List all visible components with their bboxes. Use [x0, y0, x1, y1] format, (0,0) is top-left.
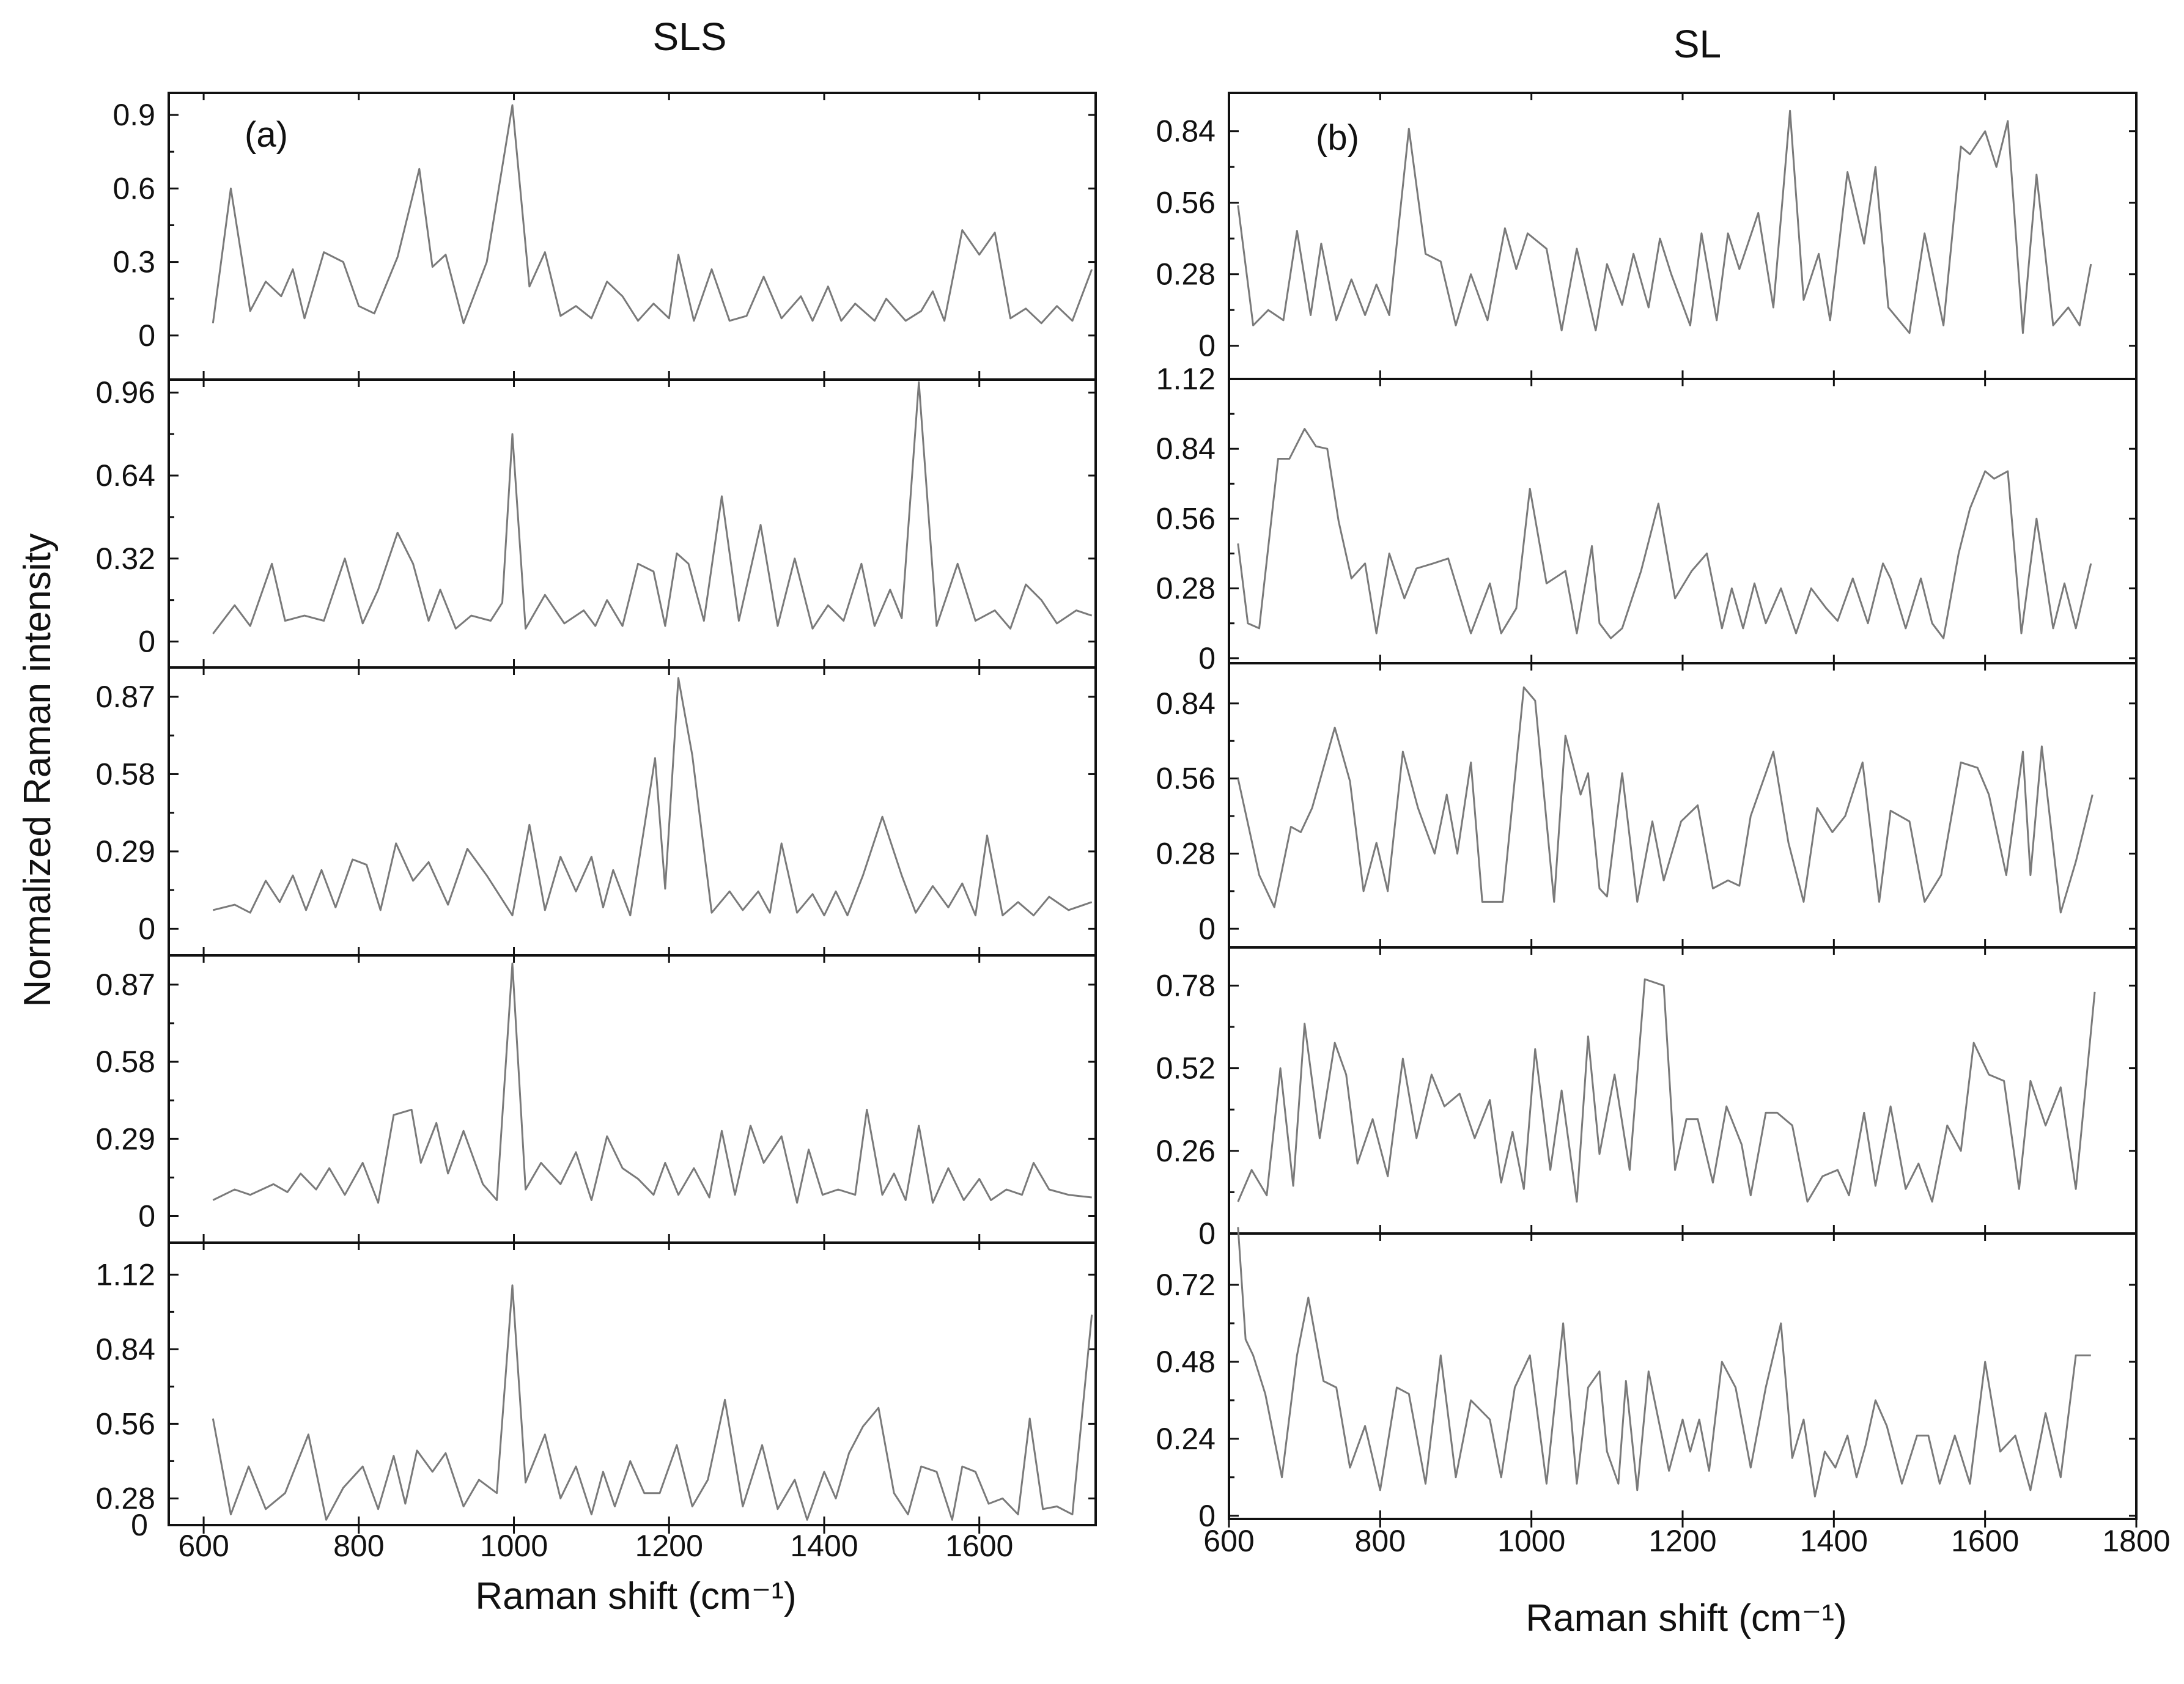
y-tick-label: 0 — [138, 1199, 155, 1233]
x-tick-label: 1600 — [1951, 1524, 2019, 1558]
y-axis-title: Normalized Raman intensity — [17, 533, 59, 1007]
panel-a-3: 0 0.29 0.58 0.87 — [96, 666, 1097, 957]
y-tick-label: 0.32 — [96, 542, 155, 576]
spectrum-line-b-2 — [1237, 428, 2092, 639]
y-tick-label: 0.52 — [1156, 1051, 1216, 1086]
panel-b-2: 0 0.28 0.56 0.84 1.12 — [1156, 362, 2138, 675]
y-tick-label: 0.96 — [96, 375, 155, 410]
spectrum-line-b-1 — [1237, 109, 2092, 334]
spectrum-line-a-2 — [212, 381, 1093, 634]
column-b-sl: SL (b) Raman shift (cm⁻¹) 00.280.560.840… — [1156, 22, 2171, 1639]
x-tick-label: 1000 — [480, 1529, 548, 1563]
panel-a-4: 0 0.29 0.58 0.87 — [96, 954, 1097, 1244]
panel-frame — [168, 378, 1097, 669]
panel-frame — [168, 666, 1097, 957]
y-tick-label: 0.28 — [1156, 572, 1216, 606]
y-tick-label: 0.84 — [1156, 114, 1216, 149]
y-tick-label: 0.9 — [113, 98, 155, 132]
y-tick-label: 0 — [1198, 1499, 1216, 1533]
y-tick-label: 0.72 — [1156, 1268, 1216, 1302]
spectrum-line-a-1 — [212, 104, 1093, 325]
x-axis-title-a: Raman shift (cm⁻¹) — [475, 1575, 796, 1617]
panel-frame — [1228, 662, 2138, 949]
column-title-sls: SLS — [653, 15, 727, 59]
x-tick-label: 1200 — [635, 1529, 703, 1563]
x-axis-title-b: Raman shift (cm⁻¹) — [1525, 1597, 1846, 1639]
panel-frame — [1228, 1232, 2138, 1520]
y-tick-label: 0 — [1198, 1216, 1216, 1251]
panel-frame — [168, 1241, 1097, 1526]
y-tick-label: 0.84 — [1156, 432, 1216, 466]
spectrum-line-b-5 — [1237, 1227, 2091, 1498]
spectrum-line-b-4 — [1237, 978, 2096, 1203]
y-tick-label: 0.78 — [1156, 968, 1216, 1002]
x-tick-label: 800 — [333, 1529, 384, 1563]
y-tick-label: 0.48 — [1156, 1345, 1216, 1379]
y-tick-label: 0 — [138, 625, 155, 659]
y-tick-label: 0 — [1198, 329, 1216, 363]
x-tick-label: 1800 — [2102, 1524, 2170, 1558]
y-tick-label: 0.3 — [113, 245, 155, 279]
y-tick-label: 1.12 — [1156, 362, 1216, 396]
y-tick-label: 0.28 — [1156, 257, 1216, 292]
y-tick-label: 0.29 — [96, 834, 155, 869]
y-tick-label: 0.84 — [96, 1332, 155, 1366]
x-tick-label: 1600 — [945, 1529, 1013, 1563]
panel-frame — [1228, 92, 2138, 380]
y-tick-label: 0.56 — [1156, 762, 1216, 796]
x-tick-label: 600 — [1203, 1524, 1254, 1558]
y-tick-label: 0.24 — [1156, 1422, 1216, 1456]
y-tick-label: 0.58 — [96, 757, 155, 791]
panel-a-2: 0 0.32 0.64 0.96 — [96, 375, 1097, 669]
x-tick-label: 1000 — [1497, 1524, 1565, 1558]
y-tick-label: 0.64 — [96, 458, 155, 493]
y-tick-label: 0.56 — [96, 1406, 155, 1441]
x-tick-label: 800 — [1355, 1524, 1406, 1558]
y-tick-label: 0.28 — [96, 1481, 155, 1515]
panel-frame — [168, 92, 1097, 381]
column-title-sl: SL — [1673, 22, 1721, 66]
y-tick-label: 0 — [138, 318, 155, 353]
x-tick-label: 600 — [178, 1529, 229, 1563]
spectrum-line-a-3 — [212, 677, 1093, 917]
x-tick-label: 1400 — [1800, 1524, 1868, 1558]
spectrum-line-a-4 — [212, 962, 1092, 1204]
y-tick-label: 0 — [1198, 911, 1216, 946]
panel-b-5: 0 0.24 0.48 0.72 — [1156, 1227, 2138, 1533]
column-a-sls: SLS (a) Raman shift (cm⁻¹) Normalized Ra… — [17, 15, 1097, 1617]
y-tick-label: 0.56 — [1156, 186, 1216, 220]
corner-zero-label: 0 — [131, 1508, 148, 1542]
y-tick-label: 0.58 — [96, 1045, 155, 1079]
panel-b-4: 0 0.26 0.52 0.78 — [1156, 946, 2138, 1251]
y-tick-label: 0.29 — [96, 1122, 155, 1156]
panel-b-3: 0 0.28 0.56 0.84 — [1156, 662, 2138, 949]
x-tick-label: 1400 — [790, 1529, 858, 1563]
panel-frame — [168, 954, 1097, 1244]
y-tick-label: 0.87 — [96, 680, 155, 714]
y-tick-label: 0.28 — [1156, 836, 1216, 870]
panel-b-1: 0 0.28 0.56 0.84 — [1156, 92, 2138, 380]
spectrum-line-b-3 — [1237, 686, 2094, 914]
y-tick-label: 1.12 — [96, 1257, 155, 1292]
panel-label-a: (a) — [245, 115, 288, 155]
spectrum-line-a-5 — [212, 1284, 1093, 1521]
y-tick-label: 0 — [1198, 641, 1216, 675]
y-tick-label: 0.87 — [96, 968, 155, 1002]
panel-frame — [1228, 946, 2138, 1235]
y-tick-label: 0.56 — [1156, 501, 1216, 535]
panel-label-b: (b) — [1316, 118, 1359, 158]
y-tick-label: 0.6 — [113, 171, 155, 205]
panel-frame — [1228, 378, 2138, 664]
panel-a-5: 0.28 0.56 0.84 1.12 — [96, 1241, 1097, 1526]
y-tick-label: 0.84 — [1156, 686, 1216, 721]
y-tick-label: 0.26 — [1156, 1134, 1216, 1168]
y-tick-label: 0 — [138, 911, 155, 946]
x-tick-label: 1200 — [1648, 1524, 1716, 1558]
